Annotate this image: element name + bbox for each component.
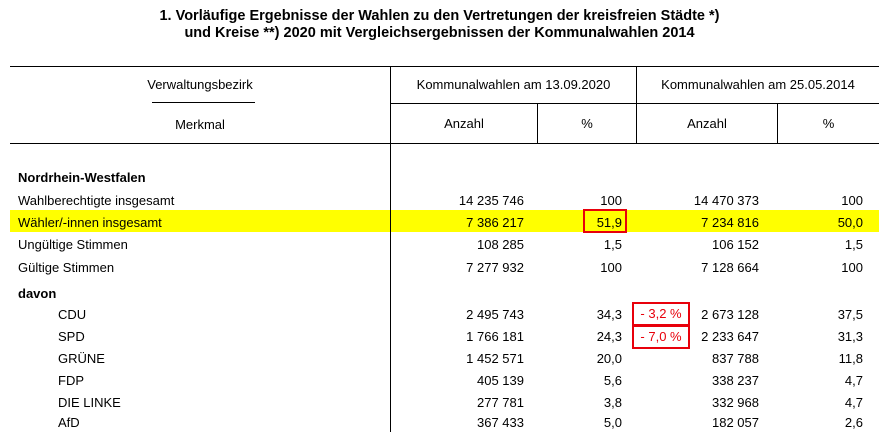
percent-2014: 2,6 [844,415,863,430]
percent-2020: 34,3 [596,307,622,322]
percent-2014: 4,7 [844,395,863,410]
anzahl-2014: 332 968 [712,395,759,410]
header-election-2014: Kommunalwahlen am 25.05.2014 [661,77,855,92]
bezirk-underline [152,102,255,103]
header-merkmal: Merkmal [175,117,225,132]
percent-2020: 100 [600,193,622,208]
column-divider-main [390,66,391,432]
header-anzahl-2020: Anzahl [444,116,484,131]
anzahl-2014: 338 237 [712,373,759,388]
percent-2020: 3,8 [603,395,622,410]
anzahl-2020: 2 495 743 [466,307,524,322]
row-label: Wahlberechtigte insgesamt [18,193,175,208]
row-highlight [10,210,879,232]
anzahl-2014: 2 673 128 [701,307,759,322]
party-label: DIE LINKE [58,395,121,410]
anzahl-2014: 182 057 [712,415,759,430]
anzahl-2014: 837 788 [712,351,759,366]
anzahl-2020: 405 139 [477,373,524,388]
davon-label: davon [18,286,57,301]
percent-2014: 50,0 [837,215,863,230]
percent-2020: 20,0 [596,351,622,366]
header-percent-2020: % [581,116,593,131]
party-label: CDU [58,307,87,322]
party-label: AfD [58,415,80,430]
column-divider-2014 [777,103,778,143]
percent-2020: 51,9 [596,215,622,230]
anzahl-2020: 108 285 [477,237,524,252]
anzahl-2020: 7 386 217 [466,215,524,230]
percent-2020: 100 [600,260,622,275]
party-label: SPD [58,329,85,344]
percent-2020: 24,3 [596,329,622,344]
anzahl-2020: 367 433 [477,415,524,430]
party-label: GRÜNE [58,351,105,366]
table-title-line-2: und Kreise **) 2020 mit Vergleichsergebn… [184,25,695,41]
percent-2014: 11,8 [838,351,863,366]
anzahl-2020: 1 452 571 [466,351,524,366]
header-anzahl-2014: Anzahl [687,116,727,131]
section-title: Nordrhein-Westfalen [18,170,146,185]
header-bottom-rule [10,143,879,144]
header-verwaltungsbezirk: Verwaltungsbezirk [147,77,253,92]
anzahl-2014: 106 152 [712,237,759,252]
percent-2014: 31,3 [837,329,863,344]
anzahl-2014: 7 128 664 [701,260,759,275]
header-percent-2014: % [822,116,835,131]
anzahl-2020: 14 235 746 [458,193,524,208]
anzahl-2020: 1 766 181 [466,329,524,344]
table-top-rule [10,66,879,67]
turnout-annotation-box [583,209,627,233]
percent-2014: 4,7 [844,373,863,388]
header-split-rule [390,103,879,104]
column-divider-years [636,66,637,143]
percent-2014: 100 [841,260,863,275]
anzahl-2014: 2 233 647 [701,329,759,344]
anzahl-2020: 277 781 [477,395,524,410]
percent-2020: 1,5 [603,237,622,252]
percent-2014: 100 [841,193,863,208]
row-label: Wähler/-innen insgesamt [18,215,162,230]
header-election-2020: Kommunalwahlen am 13.09.2020 [416,77,611,92]
change-annotation: - 3,2 % [640,306,682,321]
percent-2020: 5,0 [603,415,622,430]
change-annotation: - 7,0 % [640,329,682,344]
column-divider-2020 [537,103,538,143]
anzahl-2014: 14 470 373 [693,193,759,208]
change-annotation-box [632,325,690,349]
percent-2014: 1,5 [844,237,863,252]
anzahl-2020: 7 277 932 [466,260,524,275]
party-label: FDP [58,373,84,388]
percent-2014: 37,5 [837,307,863,322]
percent-2020: 5,6 [603,373,622,388]
table-title-line-1: 1. Vorläufige Ergebnisse der Wahlen zu d… [159,8,720,24]
row-label: Ungültige Stimmen [18,237,128,252]
row-label: Gültige Stimmen [18,260,115,275]
anzahl-2014: 7 234 816 [701,215,759,230]
